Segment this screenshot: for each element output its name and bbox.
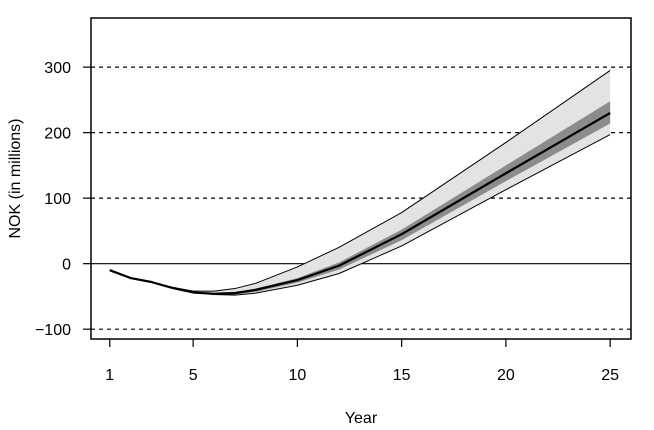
y-tick-label: 200 (44, 126, 71, 143)
y-tick-label: 100 (44, 191, 71, 208)
outer-confidence-band (109, 70, 611, 296)
bands (109, 70, 611, 296)
x-tick-label: 20 (497, 367, 515, 384)
y-tick-label: −100 (35, 322, 71, 339)
y-tick-label: 300 (44, 60, 71, 77)
y-tick-label: 0 (62, 257, 71, 274)
median-line (109, 112, 611, 295)
gridlines (91, 66, 631, 330)
x-tick-label: 5 (189, 367, 198, 384)
plot-frame (90, 17, 632, 340)
series-lines (109, 69, 611, 296)
x-axis-label: Year (345, 410, 378, 427)
x-tick-label: 15 (393, 367, 411, 384)
y-axis-label: NOK (in millions) (7, 118, 24, 238)
x-tick-label: 10 (289, 367, 307, 384)
x-axis: 1 5 10 15 20 25 (105, 339, 619, 384)
y-axis: −100 0 100 200 300 (35, 60, 91, 339)
x-tick-label: 1 (105, 367, 114, 384)
x-tick-label: 25 (601, 367, 619, 384)
